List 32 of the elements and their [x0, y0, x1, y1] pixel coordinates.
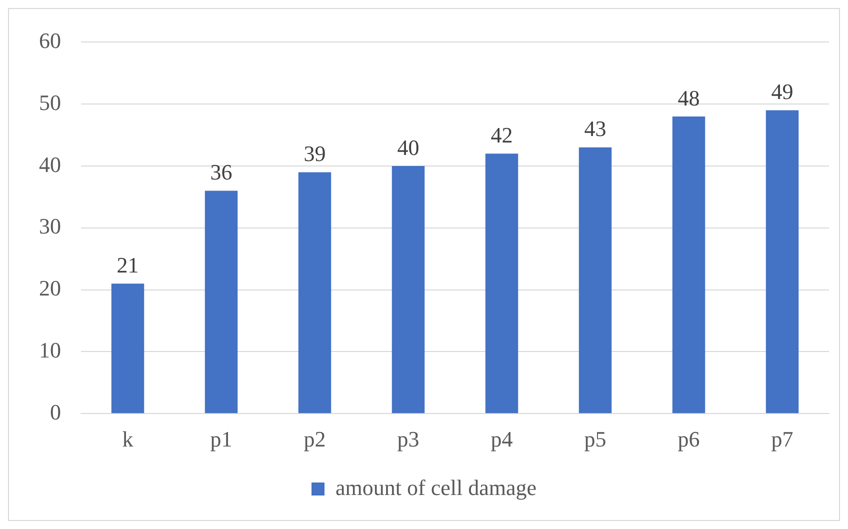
- data-label: 48: [678, 85, 700, 110]
- data-label: 49: [771, 79, 794, 104]
- x-tick-label: p1: [210, 426, 232, 452]
- x-tick-label: p3: [397, 426, 420, 452]
- bar: [766, 110, 799, 414]
- x-tick-label: p4: [490, 426, 513, 452]
- data-label: 36: [210, 160, 232, 185]
- x-tick-label: k: [122, 426, 134, 452]
- x-tick-label: p2: [304, 426, 326, 452]
- y-tick-label: 10: [39, 337, 61, 362]
- y-tick-label: 40: [39, 152, 61, 177]
- bar: [578, 147, 612, 414]
- y-tick-label: 0: [50, 399, 61, 424]
- y-tick-label: 50: [39, 90, 61, 115]
- data-label: 43: [584, 116, 606, 142]
- data-label: 40: [397, 134, 420, 160]
- bar: [672, 116, 706, 414]
- x-tick-label: p7: [771, 426, 794, 452]
- bar: [485, 154, 518, 414]
- legend-label: amount of cell damage: [336, 474, 536, 500]
- y-tick-label: 30: [39, 214, 61, 239]
- y-tick-label: 20: [39, 276, 61, 301]
- data-label: 21: [116, 252, 139, 278]
- x-tick-label: p6: [678, 426, 700, 452]
- data-label: 39: [304, 140, 326, 166]
- bar: [392, 166, 425, 414]
- bar: [298, 172, 332, 414]
- y-tick-label: 60: [39, 28, 61, 53]
- x-tick-label: p5: [584, 426, 606, 452]
- data-label: 42: [490, 122, 513, 148]
- bar: [111, 284, 144, 414]
- bar: [204, 190, 238, 414]
